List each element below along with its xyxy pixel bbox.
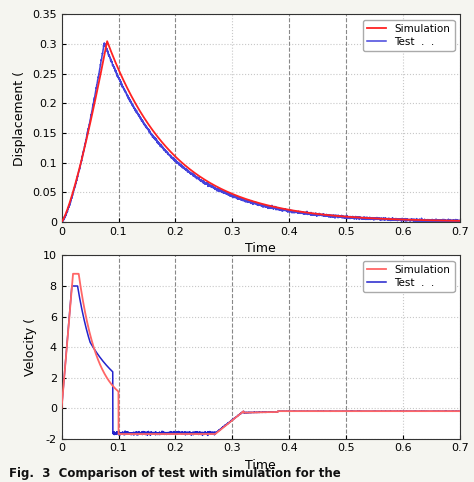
Text: Fig.  3  Comparison of test with simulation for the: Fig. 3 Comparison of test with simulatio… — [9, 467, 341, 480]
X-axis label: Time: Time — [246, 459, 276, 472]
Legend: Simulation, Test  .  .: Simulation, Test . . — [363, 261, 455, 292]
Y-axis label: Displacement (: Displacement ( — [13, 70, 27, 166]
X-axis label: Time: Time — [246, 242, 276, 255]
Legend: Simulation, Test  .  .: Simulation, Test . . — [363, 20, 455, 51]
Y-axis label: Velocity (: Velocity ( — [24, 318, 37, 376]
